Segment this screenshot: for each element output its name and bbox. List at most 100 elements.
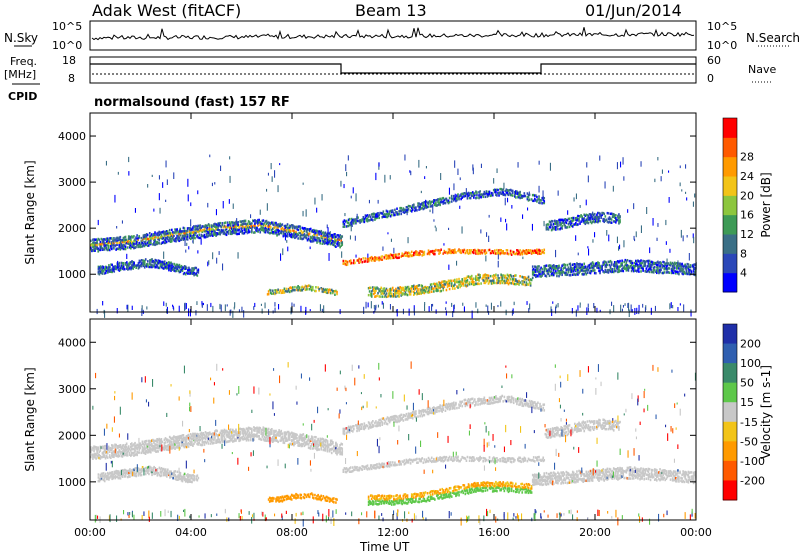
heatmap-cell — [388, 291, 391, 295]
heatmap-cell — [373, 215, 375, 218]
heatmap-cell — [213, 233, 215, 237]
heatmap-cell — [294, 441, 296, 444]
heatmap-cell — [290, 235, 293, 239]
heatmap-cell — [184, 444, 187, 448]
heatmap-cell — [178, 437, 181, 441]
heatmap-cell — [90, 455, 92, 459]
heatmap-cell — [203, 228, 206, 231]
heatmap-cell — [508, 191, 511, 195]
heatmap-cell — [330, 235, 333, 238]
heatmap-cell — [586, 271, 589, 274]
heatmap-cell — [108, 264, 110, 267]
heatmap-cell — [196, 229, 198, 233]
heatmap-cell — [313, 235, 315, 239]
heatmap-cell — [235, 222, 237, 226]
heatmap-cell — [257, 434, 259, 438]
heatmap-cell — [228, 440, 231, 443]
heatmap-cell — [220, 436, 223, 440]
heatmap-cell — [163, 241, 166, 245]
heatmap-cell — [214, 222, 216, 226]
heatmap-cell — [652, 261, 655, 265]
heatmap-cell — [597, 266, 599, 270]
heatmap-cell — [356, 259, 358, 262]
heatmap-cell — [315, 286, 317, 289]
heatmap-cell — [123, 448, 126, 452]
heatmap-cell — [358, 257, 360, 261]
heatmap-cell — [418, 202, 420, 205]
heatmap-cell — [531, 268, 534, 271]
heatmap-cell — [240, 227, 243, 230]
heatmap-cell — [449, 249, 452, 253]
heatmap-cell — [536, 251, 538, 255]
heatmap-cell — [168, 239, 171, 243]
heatmap-cell — [503, 274, 506, 278]
heatmap-cell — [266, 225, 269, 228]
heatmap-cell — [149, 261, 151, 264]
heatmap-cell — [599, 271, 601, 275]
heatmap-cell — [277, 228, 279, 232]
heatmap-cell — [296, 234, 298, 237]
heatmap-cell — [487, 190, 490, 194]
heatmap-cell — [535, 251, 537, 254]
heatmap-cell — [124, 238, 127, 242]
heatmap-cell — [152, 243, 154, 246]
heatmap-cell — [101, 445, 104, 448]
heatmap-cell — [375, 289, 377, 292]
heatmap-cell — [122, 452, 125, 455]
heatmap-cell — [95, 457, 97, 460]
heatmap-cell — [271, 430, 273, 433]
heatmap-cell — [94, 238, 96, 241]
heatmap-cell — [102, 266, 105, 269]
heatmap-cell — [414, 292, 416, 295]
noise-left-tick-low: 10^0 — [52, 39, 82, 52]
heatmap-cell — [181, 230, 184, 233]
heatmap-cell — [325, 288, 328, 292]
heatmap-cell — [478, 251, 480, 254]
heatmap-cell — [522, 276, 525, 279]
heatmap-cell — [687, 265, 690, 269]
heatmap-speckle — [187, 194, 189, 202]
heatmap-cell — [204, 236, 207, 239]
heatmap-cell — [127, 475, 129, 479]
heatmap-cell — [171, 239, 173, 243]
heatmap-cell — [154, 439, 156, 443]
heatmap-cell — [312, 237, 314, 241]
heatmap-cell — [175, 230, 177, 233]
heatmap-cell — [176, 436, 178, 439]
heatmap-cell — [141, 440, 144, 443]
heatmap-cell — [95, 447, 97, 451]
heatmap-cell — [381, 255, 384, 258]
heatmap-speckle — [274, 307, 276, 313]
heatmap-cell — [477, 273, 479, 277]
heatmap-cell — [564, 271, 567, 275]
heatmap-cell — [588, 266, 591, 270]
heatmap-cell — [462, 282, 465, 285]
heatmap-cell — [372, 215, 374, 219]
heatmap-cell — [404, 285, 407, 289]
heatmap-cell — [134, 239, 136, 243]
heatmap-cell — [374, 286, 376, 289]
heatmap-cell — [451, 249, 454, 252]
heatmap-cell — [304, 443, 307, 446]
heatmap-cell — [95, 244, 97, 248]
heatmap-cell — [150, 241, 152, 245]
heatmap-cell — [259, 437, 262, 441]
heatmap-cell — [141, 448, 144, 452]
heatmap-cell — [109, 476, 111, 479]
heatmap-cell — [123, 445, 126, 449]
heatmap-cell — [507, 252, 510, 256]
heatmap-cell — [134, 264, 137, 267]
heatmap-cell — [526, 250, 529, 253]
heatmap-cell — [591, 261, 594, 264]
heatmap-cell — [390, 213, 393, 217]
heatmap-cell — [176, 442, 178, 445]
heatmap-cell — [163, 445, 166, 449]
heatmap-cell — [267, 225, 270, 229]
heatmap-cell — [512, 282, 515, 286]
heatmap-cell — [226, 430, 229, 433]
heatmap-cell — [197, 224, 199, 228]
heatmap-cell — [121, 265, 124, 268]
heatmap-cell — [458, 280, 460, 284]
heatmap-cell — [286, 290, 289, 293]
heatmap-speckle — [611, 301, 613, 306]
